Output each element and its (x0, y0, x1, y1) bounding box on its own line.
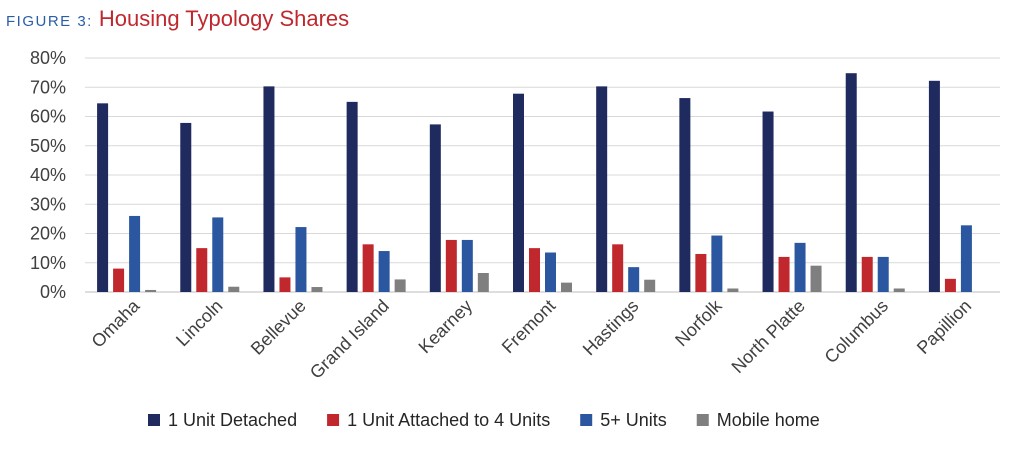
bar (960, 225, 972, 292)
bar (461, 239, 473, 292)
bar (263, 86, 275, 292)
bar (196, 248, 208, 292)
x-tick-label: Papillion (913, 296, 975, 358)
bar (679, 98, 691, 292)
bar (545, 252, 556, 292)
bar (762, 111, 774, 292)
figure-title: FIGURE 3: Housing Typology Shares (6, 4, 349, 34)
y-tick-label: 80% (30, 48, 66, 68)
bar (861, 256, 873, 292)
legend-label: 1 Unit Attached to 4 Units (347, 410, 550, 430)
bar (445, 239, 457, 292)
bar (212, 217, 224, 292)
bar (928, 80, 940, 292)
bar (346, 101, 358, 292)
bar (644, 279, 656, 292)
bar (228, 286, 240, 292)
x-tick-label: North Platte (728, 296, 809, 377)
bar (778, 256, 790, 292)
bar (711, 235, 723, 292)
legend-label: 5+ Units (600, 410, 667, 430)
bar (429, 124, 441, 293)
bar (794, 242, 806, 292)
legend-label: 1 Unit Detached (168, 410, 297, 430)
bar (529, 248, 540, 292)
bar (279, 277, 291, 292)
x-tick-label: Norfolk (671, 295, 726, 350)
x-tick-label: Grand Island (306, 296, 393, 383)
x-tick-label: Lincoln (172, 296, 226, 350)
legend-swatch (327, 414, 340, 426)
bar (561, 282, 572, 292)
x-tick-label: Bellevue (247, 296, 310, 359)
chart-title: Housing Typology Shares (98, 6, 350, 31)
y-tick-label: 20% (30, 224, 66, 244)
legend: 1 Unit Detached 1 Unit Attached to 4 Unit… (148, 410, 820, 430)
bar (97, 103, 109, 293)
x-tick-label: Kearney (415, 296, 477, 358)
bar (362, 244, 374, 292)
y-tick-label: 30% (30, 194, 66, 214)
x-tick-label: Fremont (498, 296, 560, 358)
legend-swatch (696, 414, 709, 426)
x-tick-label: Columbus (821, 296, 892, 367)
bar (378, 251, 390, 292)
bar (944, 278, 956, 292)
bar (145, 289, 157, 292)
y-tick-label: 60% (30, 107, 66, 127)
bar (845, 73, 857, 293)
y-tick-label: 0% (40, 282, 66, 302)
bar (394, 279, 406, 292)
bar (727, 288, 739, 292)
y-tick-label: 70% (30, 77, 66, 97)
bar (295, 227, 307, 292)
y-tick-label: 50% (30, 136, 66, 156)
bar (596, 86, 608, 292)
bar (810, 265, 822, 292)
bar (129, 215, 141, 292)
y-tick-label: 10% (30, 253, 66, 273)
bar (628, 267, 640, 292)
x-tick-label: Omaha (88, 295, 145, 352)
bar (180, 122, 192, 292)
y-tick-label: 40% (30, 165, 66, 185)
bar (612, 244, 624, 292)
bar (113, 268, 125, 292)
x-tick-label: Hastings (579, 296, 643, 360)
bar (311, 287, 323, 292)
bar (893, 288, 905, 292)
legend-label: Mobile home (717, 410, 820, 430)
legend-swatch (580, 414, 593, 426)
bar (477, 272, 489, 292)
bars (97, 73, 972, 293)
bar (695, 253, 707, 292)
figure-label: FIGURE 3: (6, 13, 93, 30)
bar (877, 256, 889, 292)
bar (513, 93, 524, 292)
y-axis-tick-labels: 0% 10% 20% 30% 40% 50% 60% 70% 80% (30, 48, 66, 302)
legend-swatch (148, 414, 160, 426)
